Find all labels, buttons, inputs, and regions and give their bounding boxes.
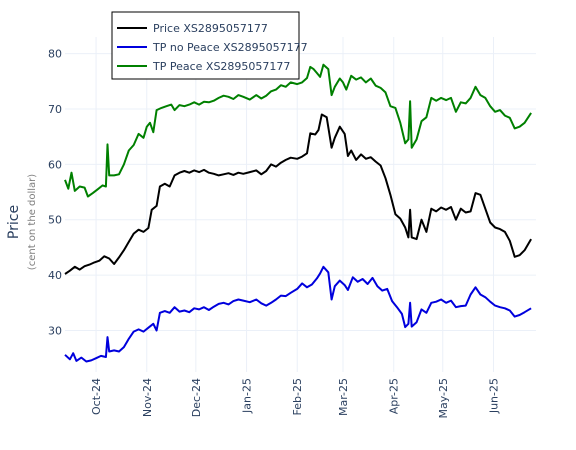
y-tick-label: 80 — [48, 48, 62, 61]
legend-box — [111, 11, 300, 80]
x-tick-label: Mar-25 — [337, 378, 350, 416]
grid-lines — [65, 37, 536, 372]
x-tick-label: Jan-25 — [241, 378, 254, 414]
legend-label-tp-no-peace: TP no Peace XS2895057177 — [152, 41, 308, 54]
y-tick-label: 70 — [48, 103, 62, 116]
x-tick-label: Nov-24 — [141, 378, 154, 417]
y-axis-ticks: 30 40 50 60 70 80 — [48, 48, 62, 338]
series-line-tp-no-peace — [64, 265, 532, 363]
x-tick-label: Apr-25 — [388, 378, 401, 414]
x-tick-label: Dec-24 — [190, 378, 203, 417]
x-axis-ticks: Oct-24 Nov-24 Dec-24 Jan-25 Feb-25 Mar-25 Apr-… — [90, 378, 500, 419]
y-tick-label: 50 — [48, 214, 62, 227]
x-tick-label: Jun-25 — [487, 378, 500, 414]
legend: Price XS2895057177 TP no Peace XS2895057… — [111, 11, 308, 80]
series-lines — [64, 63, 532, 363]
y-axis-title: Price — [6, 205, 22, 239]
legend-label-tp-peace: TP Peace XS2895057177 — [152, 60, 290, 73]
y-tick-label: 60 — [48, 158, 62, 171]
x-tick-label: May-25 — [437, 378, 450, 419]
series-line-tp-peace — [64, 63, 532, 198]
series-line-price — [64, 113, 532, 275]
legend-item-tp-peace[interactable]: TP Peace XS2895057177 — [117, 60, 290, 73]
x-tick-label: Feb-25 — [291, 378, 304, 415]
y-tick-label: 40 — [48, 269, 62, 282]
y-axis-subtitle: (cent on the dollar) — [27, 174, 38, 270]
y-tick-label: 30 — [48, 324, 62, 337]
legend-label-price: Price XS2895057177 — [153, 22, 268, 35]
legend-item-price[interactable]: Price XS2895057177 — [117, 22, 268, 35]
x-tick-label: Oct-24 — [90, 378, 103, 415]
legend-item-tp-no-peace[interactable]: TP no Peace XS2895057177 — [117, 41, 308, 54]
